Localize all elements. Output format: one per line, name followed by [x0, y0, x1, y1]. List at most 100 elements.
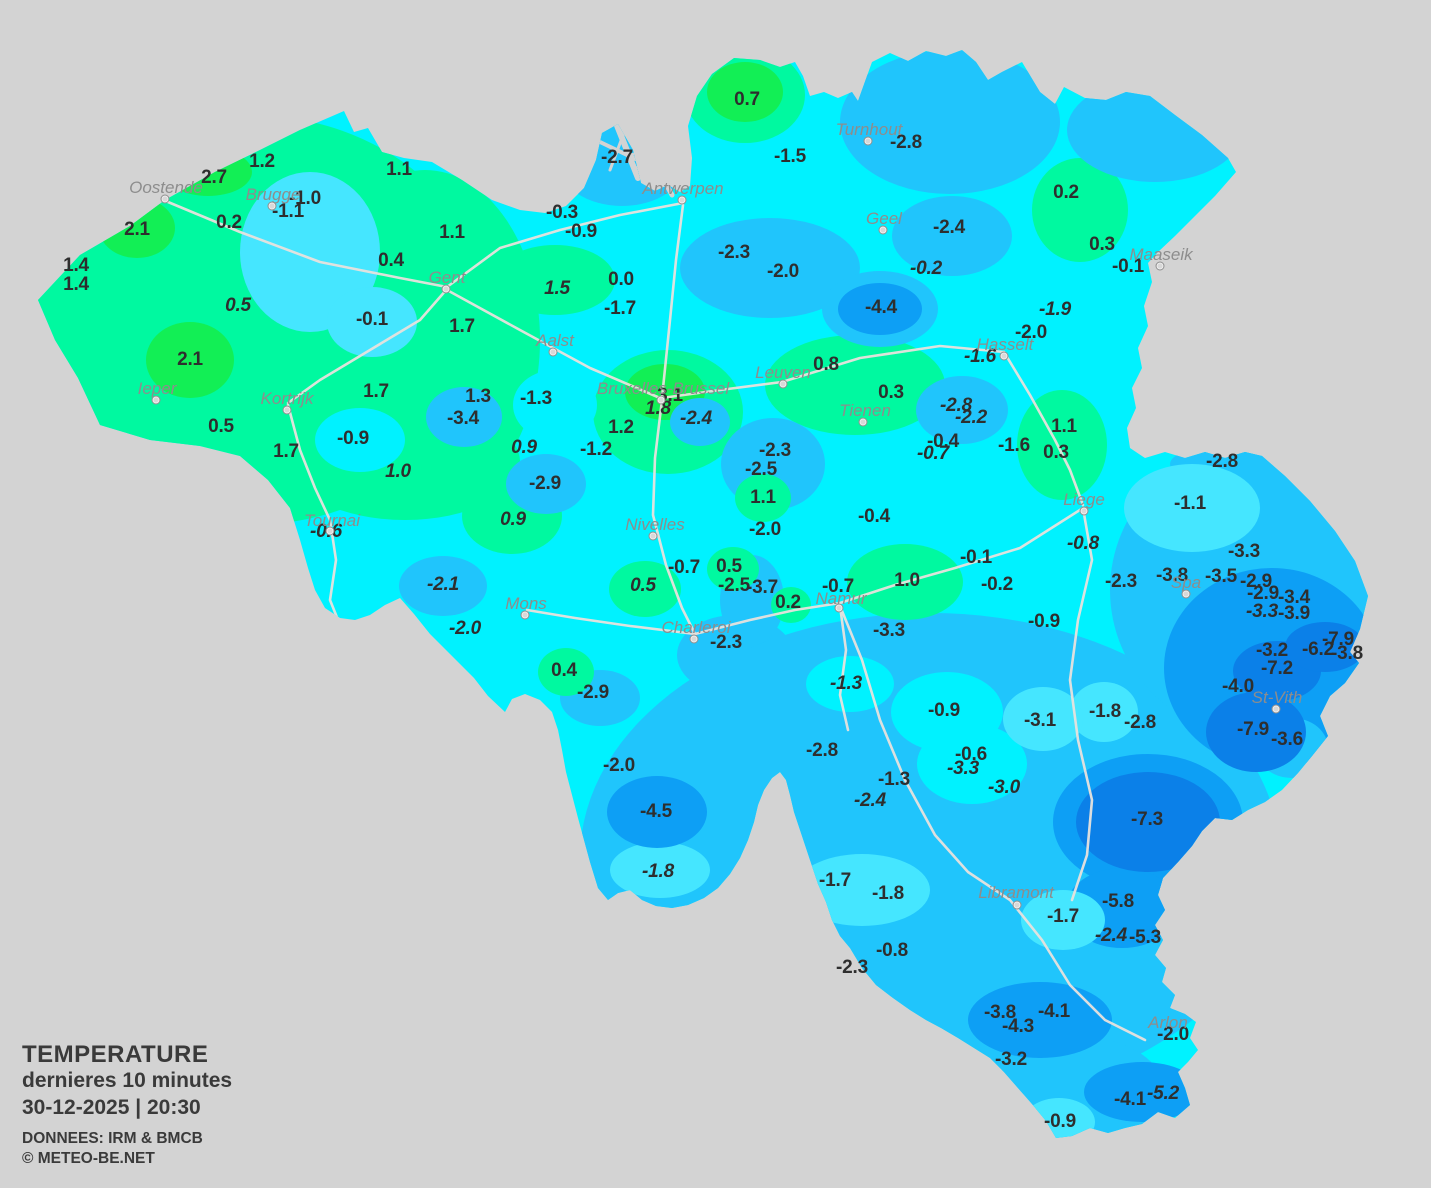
city-label: Namur [815, 589, 867, 608]
temp-reading: -3.6 [1271, 729, 1303, 750]
temp-reading: -0.7 [822, 576, 854, 597]
temp-reading: 0.9 [511, 437, 537, 458]
temp-reading: -1.3 [830, 673, 862, 694]
temp-reading: 0.5 [716, 556, 742, 577]
temp-reading: -3.9 [1278, 603, 1310, 624]
temp-reading: 1.4 [63, 274, 89, 295]
map-legend: TEMPERATURE dernieres 10 minutes 30-12-2… [22, 1041, 233, 1169]
temp-reading: -2.4 [933, 217, 965, 238]
temp-reading: -0.3 [546, 202, 578, 223]
temp-reading: -1.5 [774, 146, 806, 167]
temp-reading: -3.8 [1331, 643, 1363, 664]
temp-reading: -4.0 [1222, 676, 1254, 697]
city-dot [325, 526, 335, 536]
city-dot [648, 531, 658, 541]
temp-reading: -0.8 [1067, 533, 1099, 554]
temp-reading: 2.1 [177, 349, 203, 370]
temp-reading: -0.9 [337, 428, 369, 449]
temp-reading: 0.2 [1053, 182, 1079, 203]
city-dot [878, 225, 888, 235]
temp-reading: -3.2 [1256, 640, 1288, 661]
city-dot [441, 284, 451, 294]
temp-reading: -3.4 [447, 408, 479, 429]
temp-reading: -0.9 [565, 221, 597, 242]
city-label: Libramont [978, 883, 1054, 902]
temp-reading: 1.1 [386, 159, 412, 180]
city-label: Geel [866, 209, 902, 228]
temp-reading: -2.0 [449, 618, 481, 639]
temp-reading: -7.2 [1261, 658, 1293, 679]
temp-reading: 0.4 [378, 250, 404, 271]
temp-reading: -2.8 [1206, 451, 1238, 472]
city-dot [858, 417, 868, 427]
city-label: Gent [428, 268, 466, 287]
city-dot [160, 194, 170, 204]
temp-reading: 0.5 [208, 416, 234, 437]
temp-reading: -3.1 [1024, 710, 1056, 731]
temp-reading: 0.5 [630, 575, 656, 596]
city-label: Ieper [137, 379, 177, 398]
temp-reading: 0.2 [216, 212, 242, 233]
city-dot [689, 634, 699, 644]
city-label: Tienen [839, 401, 891, 420]
temp-reading: -2.9 [1247, 583, 1279, 604]
city-dot [1155, 261, 1165, 271]
temp-reading: -3.4 [1278, 587, 1310, 608]
city-dot [282, 405, 292, 415]
temp-reading: -2.9 [529, 473, 561, 494]
temp-reading: -3.8 [984, 1002, 1016, 1023]
temp-reading: -2.2 [955, 407, 987, 428]
temp-reading: -2.8 [940, 395, 972, 416]
temp-reading: -0.7 [668, 557, 700, 578]
temp-reading: 0.3 [1043, 442, 1069, 463]
temp-reading: -1.3 [878, 769, 910, 790]
map-subtitle: dernieres 10 minutes [22, 1069, 233, 1093]
city-dot [151, 395, 161, 405]
temp-reading: -3.3 [1246, 601, 1278, 622]
temp-reading: -1.3 [520, 388, 552, 409]
temp-reading: 1.5 [544, 278, 570, 299]
map-title: TEMPERATURE [22, 1041, 209, 1068]
city-label: Charleroi [661, 618, 731, 637]
city-label: Aalst [536, 331, 574, 350]
temp-reading: -0.4 [927, 431, 959, 452]
temp-reading: 1.7 [363, 381, 389, 402]
temp-reading: 0.9 [500, 509, 526, 530]
map-datetime: 30-12-2025 | 20:30 [22, 1095, 201, 1119]
temp-reading: 2.7 [201, 167, 227, 188]
temp-reading: -0.2 [981, 574, 1013, 595]
temp-reading: 0.2 [775, 592, 801, 613]
temp-reading: -1.6 [998, 435, 1030, 456]
city-dot [548, 347, 558, 357]
temp-reading: -0.8 [876, 940, 908, 961]
temp-reading: -5.3 [1129, 927, 1161, 948]
city-label: Nivelles [625, 515, 685, 534]
temp-reading: -3.8 [1156, 565, 1188, 586]
temp-reading: -2.9 [1240, 571, 1272, 592]
temp-reading: -0.1 [356, 309, 388, 330]
temp-reading: 0.5 [225, 295, 251, 316]
city-dot [677, 195, 687, 205]
city-dot [863, 136, 873, 146]
temp-reading: -2.0 [1015, 322, 1047, 343]
city-dot [1079, 506, 1089, 516]
city-label: Arlon [1148, 1013, 1188, 1032]
temp-reading: -2.5 [718, 575, 750, 596]
city-dot [1012, 900, 1022, 910]
city-dot [999, 351, 1009, 361]
temp-reading: -2.3 [836, 957, 868, 978]
temp-reading: -6.2 [1302, 639, 1334, 660]
city-label: Bruxelles-Brussel [596, 379, 730, 398]
temp-reading: -2.3 [718, 242, 750, 263]
temp-reading: -1.2 [580, 439, 612, 460]
temp-reading: -1.7 [604, 298, 636, 319]
temp-reading: -1.7 [1047, 906, 1079, 927]
temp-reading: -4.5 [640, 801, 672, 822]
temp-reading: -3.0 [988, 777, 1020, 798]
temp-reading: -2.3 [759, 440, 791, 461]
map-data-source: DONNEES: IRM & BMCB [22, 1129, 203, 1147]
temp-reading: -0.9 [1044, 1111, 1076, 1132]
temp-reading: -2.0 [603, 755, 635, 776]
temp-reading: -3.5 [1205, 566, 1237, 587]
